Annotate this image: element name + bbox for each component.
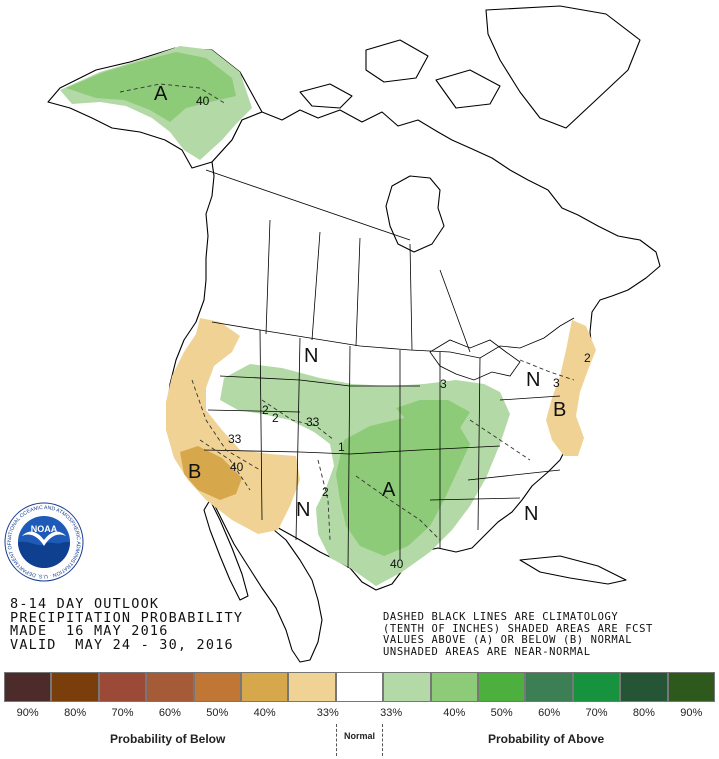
region-label-great-lakes-normal: N [526,369,541,391]
title-line-4: VALID MAY 24 - 30, 2016 [10,636,234,653]
noaa-logo-text: NOAA [31,524,58,534]
legend-swatch [4,672,52,702]
legend-swatch [241,672,289,702]
noaa-logo: NATIONAL OCEANIC AND ATMOSPHERIC ADMINIS… [2,498,84,582]
region-label-plains-above: A [382,479,396,501]
contour-label-alaska-40: 40 [196,94,210,108]
legend-swatch [525,672,573,702]
baja-outline [203,499,249,601]
outlook-map: A A B B N N N N 40 33 40 33 2 2 2 1 40 3… [47,5,661,663]
legend-swatch [288,672,336,702]
map-canvas [47,5,661,663]
contour-label-texas-40: 40 [390,557,404,571]
region-label-alaska-above: A [154,83,168,105]
hudson-bay [385,175,445,253]
legend-tick-row: 90% 80% 70% 60% 50% 40% 33% 33% 40% 50% 60% 70% 80% 9… [4,707,715,721]
legend-tick-label: 90% [680,707,703,719]
noaa-seagull-icon: NATIONAL OCEANIC AND ATMOSPHERIC ADMINIS… [2,498,84,582]
legend-color-bar [4,672,716,702]
alaska-above-dark [66,52,236,122]
legend-swatch [572,672,621,702]
title-line-2: PRECIPITATION PROBABILITY [10,609,244,626]
legend-swatch [620,672,668,702]
legend-tick-label: 50% [206,707,229,719]
arctic-islands-1 [299,83,353,109]
note-line-2: (TENTH OF INCHES) SHADED AREAS ARE FCST [383,622,653,635]
legend-tick-label: 33% [380,707,403,719]
legend-swatch [98,672,147,702]
contour-label-eastcoast-3: 3 [553,376,560,390]
eastcoast-below-light [546,320,596,456]
outlook-title-block: 8-14 DAY OUTLOOK PRECIPITATION PROBABILIT… [10,596,244,653]
contour-rockies [261,399,335,441]
region-label-southwest-normal: N [296,499,311,521]
legend-below-title: Probability of Below [110,732,226,746]
normal-divider-right [382,724,383,756]
legend-above-title: Probability of Above [488,732,605,746]
legend-normal-title: Normal [344,731,376,741]
contour-label-newmexico-2: 2 [322,485,329,499]
contour-northeast [519,359,575,381]
legend-swatch [667,672,716,702]
central-above-dark [336,416,470,556]
legend-tick-label: 70% [111,707,134,719]
contour-texas [355,475,441,541]
contour-label-nevada-40: 40 [230,460,244,474]
legend-swatch [193,672,242,702]
legend-swatch [51,672,99,702]
arctic-islands-2 [365,39,429,83]
note-line-3: VALUES ABOVE (A) OR BELOW (B) NORMAL [383,634,633,646]
note-line-4: UNSHADED AREAS ARE NEAR-NORMAL [383,645,591,658]
great-lakes [429,339,521,381]
legend-tick-label: 70% [585,707,608,719]
legend-tick-label: 90% [16,707,39,719]
us-canada-border [211,317,575,359]
contour-nevada [199,439,251,491]
contour-label-rockies-33: 33 [306,415,320,429]
region-label-northeast-below: B [553,399,567,421]
legend-tick-label: 60% [538,707,561,719]
contour-west-33 [191,379,261,471]
legend-swatch [478,672,526,702]
us-state-lines [203,329,561,569]
contour-label-kansas-1: 1 [338,440,345,454]
legend-swatch [383,672,431,702]
legend-note: DASHED BLACK LINES ARE CLIMATOLOGY (TENTH… [383,611,653,658]
title-line-3: MADE 16 MAY 2016 [10,623,169,639]
legend-swatch [430,672,479,702]
legend-swatch [335,672,384,702]
legend-tick-label: 33% [316,707,339,719]
greatlakes-above-dark [396,400,470,428]
note-line-1: DASHED BLACK LINES ARE CLIMATOLOGY [383,611,619,623]
contour-label-northeast-2: 2 [584,351,591,365]
legend-tick-label: 40% [253,707,276,719]
legend-swatch [146,672,194,702]
california-below-dark [180,446,242,500]
arctic-islands-3 [435,69,501,109]
contour-label-west-33: 33 [228,432,242,446]
legend-tick-label: 80% [64,707,87,719]
canada-province-lines [205,169,471,353]
legend-tick-label: 60% [158,707,181,719]
region-label-california-below: B [188,461,202,483]
contour-east [469,419,531,461]
contour-label-montana-2: 2 [272,411,279,425]
title-line-1: 8-14 DAY OUTLOOK [10,596,160,612]
mexico-outline [203,475,323,663]
legend-tick-label: 40% [443,707,466,719]
region-label-northern-plains-normal: N [304,345,319,367]
normal-divider-left [336,724,337,756]
cuba-outline [519,555,627,585]
contour-label-greatlakes-3: 3 [440,377,447,391]
contour-label-idaho-2: 2 [262,403,269,417]
legend-tick-label: 50% [490,707,513,719]
legend-tick-label: 80% [632,707,655,719]
greenland [485,5,641,129]
region-label-southeast-normal: N [524,503,539,525]
